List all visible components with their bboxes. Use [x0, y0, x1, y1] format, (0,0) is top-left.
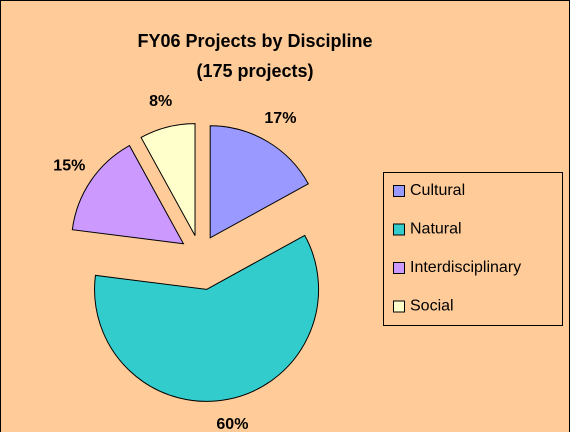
legend-swatch [393, 262, 405, 274]
chart-title: FY06 Projects by Discipline [137, 31, 372, 51]
legend-swatch [393, 185, 405, 197]
legend-swatch [393, 300, 405, 313]
data-label: 60% [216, 416, 248, 432]
legend-box [383, 172, 563, 326]
pie-slice [94, 234, 320, 402]
chart-subtitle: (175 projects) [196, 61, 313, 81]
legend-label: Interdisciplinary [410, 259, 521, 276]
data-label: 17% [264, 110, 296, 127]
data-label: 15% [53, 157, 85, 174]
legend-label: Natural [410, 221, 462, 238]
pie-slice [209, 125, 310, 239]
legend-label: Social [410, 298, 454, 315]
pie-slice [71, 144, 185, 245]
legend-swatch [393, 223, 405, 236]
data-label: 8% [149, 93, 172, 110]
pie-slice [140, 123, 196, 236]
legend-label: Cultural [410, 182, 465, 199]
